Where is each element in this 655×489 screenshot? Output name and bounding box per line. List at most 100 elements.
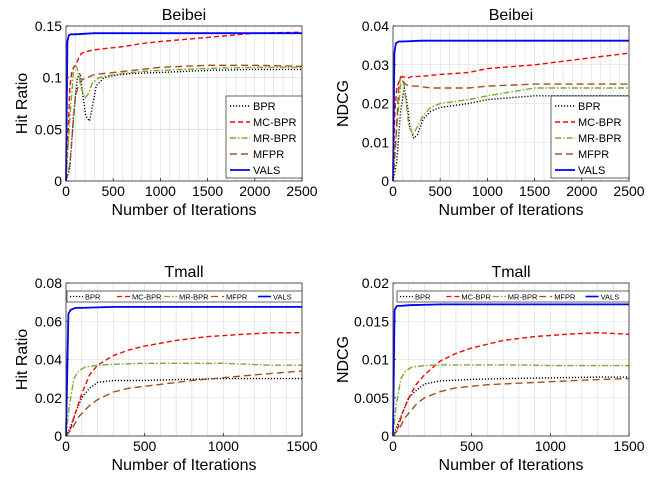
y-axis-label: NDCG xyxy=(335,80,352,127)
y-tick-label: 0.03 xyxy=(362,57,389,73)
legend: BPR MC-BPR MR-BPR MFPR VALS xyxy=(550,95,630,179)
y-axis-label: NDCG xyxy=(335,336,352,383)
y-tick-label: 0 xyxy=(54,173,62,189)
x-tick-label: 1500 xyxy=(286,438,317,454)
chart-panel-1: 0 500 1000 1500 2000 2500 0 0.05 0.1 0.15 Beibei Nu… xyxy=(14,7,318,219)
y-tick-label: 0 xyxy=(381,428,389,444)
chart-panel-3: 0 500 1000 1500 0 0.02 0.04 0.06 0.08 Tmall Number… xyxy=(14,264,318,474)
y-tick-label: 0 xyxy=(54,428,62,444)
series-line-vals xyxy=(65,305,302,437)
chart-panel-4: 0 500 1000 1500 0 0.005 0.01 0.015 0.02 Tmall Numb… xyxy=(335,264,645,474)
tick-group: 0 500 1000 1500 0 0.005 0.01 0.015 0.02 xyxy=(354,275,645,454)
y-tick-label: 0.01 xyxy=(362,352,389,368)
legend-label: MC-BPR xyxy=(461,293,491,302)
series-line-mc-bpr xyxy=(65,31,303,182)
legend-label: VALS xyxy=(578,165,605,177)
x-tick-label: 500 xyxy=(460,438,484,454)
y-tick-label: 0.005 xyxy=(354,390,389,406)
series-group xyxy=(392,303,630,437)
y-tick-label: 0.01 xyxy=(362,134,389,150)
chart-title: Beibei xyxy=(489,7,533,24)
series-line-mr-bpr xyxy=(392,364,629,437)
series-line-bpr xyxy=(392,87,629,182)
legend-box xyxy=(66,290,303,303)
tick-group: 0 500 1000 1500 2000 2500 0 0.05 0.1 0.15 xyxy=(35,18,318,199)
series-line-vals xyxy=(392,303,629,437)
legend-label: BPR xyxy=(415,293,431,302)
series-line-mfpr xyxy=(392,377,630,437)
tick-group: 0 500 1000 1500 0 0.02 0.04 0.06 0.08 xyxy=(35,275,318,454)
x-tick-label: 1500 xyxy=(519,183,550,199)
legend-label: MFPR xyxy=(226,293,248,302)
y-tick-label: 0.1 xyxy=(43,70,63,86)
legend-label: VALS xyxy=(273,293,292,302)
series-line-mr-bpr xyxy=(65,65,302,182)
y-axis-label: Hit Ratio xyxy=(14,73,31,134)
y-tick-label: 0.02 xyxy=(35,390,62,406)
chart-title: Beibei xyxy=(162,7,206,24)
legend-label: MR-BPR xyxy=(578,133,621,145)
x-tick-label: 1500 xyxy=(192,183,223,199)
x-tick-label: 2500 xyxy=(613,183,644,199)
x-tick-label: 0 xyxy=(389,438,397,454)
legend-label: VALS xyxy=(253,165,280,177)
x-tick-label: 2000 xyxy=(239,183,270,199)
x-tick-label: 500 xyxy=(133,438,157,454)
legend-box xyxy=(225,95,303,179)
series-line-vals xyxy=(65,32,302,182)
tick-group: 0 500 1000 1500 2000 2500 0 0.01 0.02 0.03 0.04 xyxy=(362,18,645,199)
x-axis-label: Number of Iterations xyxy=(112,457,257,474)
legend-label: MR-BPR xyxy=(253,133,296,145)
x-tick-label: 2500 xyxy=(286,183,317,199)
legend-label: MR-BPR xyxy=(179,293,209,302)
y-tick-label: 0.02 xyxy=(362,275,389,291)
y-tick-label: 0.08 xyxy=(35,275,62,291)
series-line-mr-bpr xyxy=(392,79,629,182)
x-tick-label: 1000 xyxy=(208,438,239,454)
series-line-mfpr xyxy=(65,370,303,437)
y-axis-label: Hit Ratio xyxy=(14,329,31,390)
series-line-mc-bpr xyxy=(392,52,630,182)
x-tick-label: 500 xyxy=(102,183,126,199)
legend-label: MC-BPR xyxy=(253,117,296,129)
x-tick-label: 0 xyxy=(62,438,70,454)
series-line-mc-bpr xyxy=(65,332,302,437)
legend-label: BPR xyxy=(85,293,101,302)
x-tick-label: 0 xyxy=(62,183,70,199)
legend-label: MFPR xyxy=(578,149,609,161)
legend: BPR MC-BPR MR-BPR MFPR VALS xyxy=(396,290,630,303)
chart-panel-2: 0 500 1000 1500 2000 2500 0 0.01 0.02 0.03 0.04 Bei… xyxy=(335,7,645,219)
chart-title: Tmall xyxy=(491,264,530,281)
legend-label: MC-BPR xyxy=(132,293,162,302)
legend: BPR MC-BPR MR-BPR MFPR VALS xyxy=(66,290,303,303)
series-line-mr-bpr xyxy=(65,362,302,437)
x-tick-label: 1000 xyxy=(535,438,566,454)
legend-label: MFPR xyxy=(253,149,284,161)
chart-title: Tmall xyxy=(164,264,203,281)
legend-label: BPR xyxy=(253,101,276,113)
y-tick-label: 0.05 xyxy=(35,121,62,137)
series-group xyxy=(65,31,303,182)
series-line-mc-bpr xyxy=(392,332,630,437)
x-tick-label: 1000 xyxy=(145,183,176,199)
legend-label: BPR xyxy=(578,101,601,113)
series-line-mfpr xyxy=(65,64,303,182)
x-axis-label: Number of Iterations xyxy=(439,202,584,219)
series-group xyxy=(65,305,303,437)
x-tick-label: 1500 xyxy=(613,438,644,454)
y-tick-label: 0.15 xyxy=(35,18,62,34)
series-line-mfpr xyxy=(392,75,629,182)
legend-label: MR-BPR xyxy=(508,293,538,302)
legend-label: VALS xyxy=(601,293,620,302)
grid xyxy=(66,283,302,436)
legend-label: MC-BPR xyxy=(578,117,621,129)
y-tick-label: 0.02 xyxy=(362,96,389,112)
x-tick-label: 2000 xyxy=(566,183,597,199)
x-tick-label: 1000 xyxy=(472,183,503,199)
y-tick-label: 0.04 xyxy=(362,18,389,34)
series-group xyxy=(392,39,630,182)
legend-box xyxy=(550,95,630,179)
x-axis-label: Number of Iterations xyxy=(439,457,584,474)
x-axis-label: Number of Iterations xyxy=(112,202,257,219)
